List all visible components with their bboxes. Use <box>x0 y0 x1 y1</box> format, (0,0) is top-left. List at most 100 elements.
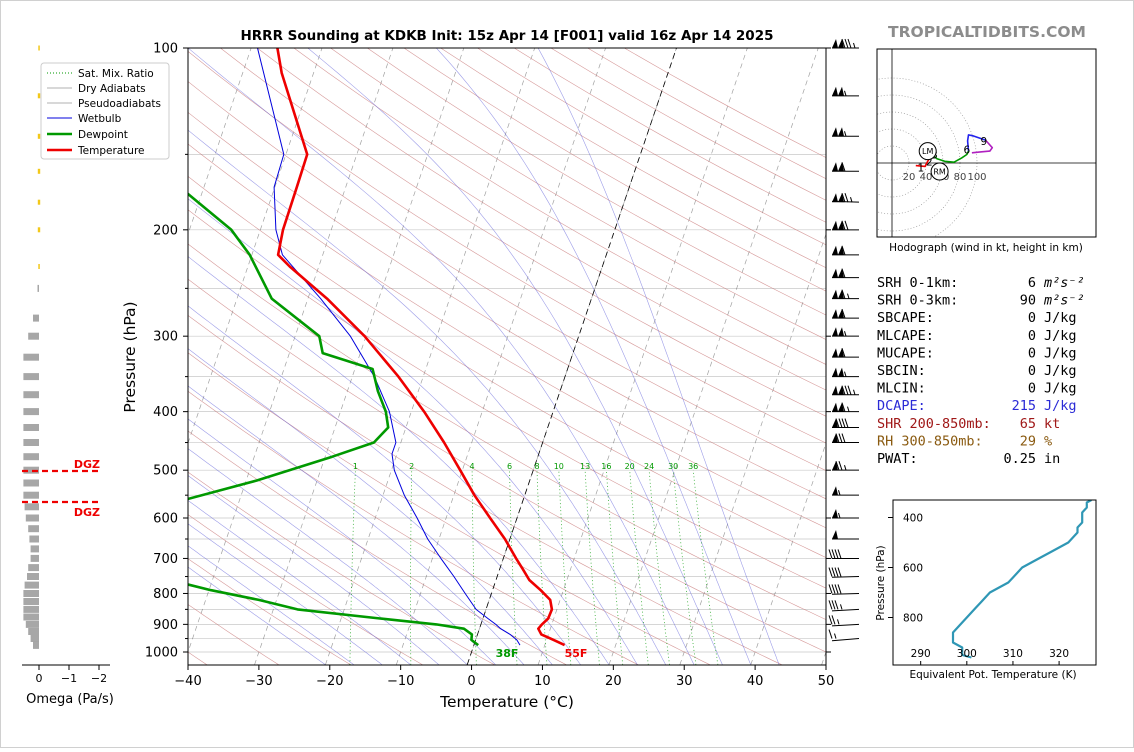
wind-barb-flag <box>829 584 832 593</box>
omega-bar <box>38 93 40 98</box>
omega-bar <box>23 408 39 415</box>
wind-barb-flag <box>845 386 848 395</box>
wind-barb-half-flag <box>851 197 853 202</box>
stat-name: SBCAPE: <box>877 310 934 326</box>
stat-unit: J/kg <box>1044 310 1077 326</box>
wind-barb-flag <box>829 615 832 624</box>
wind-barb-flag <box>838 568 841 577</box>
stat-name: MUCAPE: <box>877 345 934 361</box>
wind-barb-flag <box>832 615 835 624</box>
x-tick-label: −30 <box>245 674 272 689</box>
wind-barb-half-flag <box>848 407 850 412</box>
storm-motion-label: LM <box>922 147 933 156</box>
omega-bar <box>23 492 39 499</box>
wind-barb-pennant <box>832 39 838 48</box>
wind-barb-flag <box>848 39 851 48</box>
stat-value: 0 <box>1028 381 1036 397</box>
wind-barb-pennant <box>838 127 844 136</box>
omega-bar <box>25 582 39 589</box>
wind-barb-half-flag <box>838 619 840 624</box>
stat-name: DCAPE: <box>877 398 926 414</box>
omega-bar <box>23 606 39 613</box>
omega-bar <box>27 573 39 580</box>
stat-value: 6 <box>1028 275 1036 291</box>
wind-barb <box>829 615 859 626</box>
stat-unit: J/kg <box>1044 381 1077 397</box>
wind-barb <box>829 549 859 558</box>
wind-barb <box>832 434 859 443</box>
wind-barb-pennant <box>832 509 838 518</box>
omega-bar <box>23 373 39 380</box>
wind-barb-pennant <box>832 368 838 377</box>
stat-name: SBCIN: <box>877 363 926 379</box>
omega-bar <box>23 354 39 361</box>
x-tick-label: −10 <box>387 674 414 689</box>
mixing-ratio-label: 2 <box>409 462 414 471</box>
wind-barb-flag <box>829 568 832 577</box>
omega-bar <box>26 621 39 628</box>
wind-barb-pennant <box>832 162 838 171</box>
theta-e-ylabel: Pressure (hPa) <box>875 545 887 620</box>
wind-barb-half-flag <box>835 634 837 639</box>
stat-value: 0 <box>1028 310 1036 326</box>
wind-barb <box>832 290 859 299</box>
y-tick-label: 900 <box>153 618 178 633</box>
stat-unit: m²s⁻² <box>1043 293 1085 309</box>
wind-barb <box>832 509 859 518</box>
wind-barb-pennant <box>832 193 838 202</box>
stat-name: RH 300-850mb: <box>877 433 983 449</box>
mixing-ratio-label: 4 <box>470 462 475 471</box>
wind-barb-staff <box>832 609 859 611</box>
wind-barb-half-flag <box>841 604 843 609</box>
wind-barb-flag <box>835 600 838 609</box>
wind-barb-flag <box>835 568 838 577</box>
x-tick-label: −40 <box>174 674 201 689</box>
wind-barb-pennant <box>832 386 838 395</box>
wind-barb-pennant <box>832 403 838 412</box>
wind-barb <box>832 486 859 495</box>
wind-barb <box>832 327 859 336</box>
wind-barb-half-flag <box>845 131 847 136</box>
wind-barb-flag <box>832 584 835 593</box>
legend-label-dewpoint: Dewpoint <box>78 129 128 141</box>
x-tick-label: 0 <box>467 674 475 689</box>
mixing-ratio-label: 24 <box>644 462 654 471</box>
omega-tick-label-2: −2 <box>91 672 107 685</box>
wind-barb-flag <box>835 584 838 593</box>
theta-e-y-tick-label: 800 <box>903 613 923 625</box>
omega-bar <box>28 333 39 340</box>
wind-barb <box>832 403 859 412</box>
wind-barb <box>832 162 859 171</box>
omega-bar <box>23 614 39 621</box>
hodograph-height-label: 6 <box>963 144 970 156</box>
skewt-plot-area <box>188 48 826 665</box>
stat-value: 90 <box>1020 293 1036 309</box>
omega-bar <box>38 264 40 269</box>
x-tick-label: 40 <box>747 674 764 689</box>
wind-barb-half-flag <box>848 294 850 299</box>
dgz-top-label: DGZ <box>74 458 100 471</box>
hodograph-caption: Hodograph (wind in kt, height in km) <box>889 242 1083 254</box>
stat-unit: in <box>1044 451 1060 467</box>
stat-unit: % <box>1044 433 1052 449</box>
omega-bar <box>26 515 39 522</box>
wind-barb-flag <box>839 461 842 470</box>
wind-barb <box>829 584 859 594</box>
stat-unit: J/kg <box>1044 345 1077 361</box>
stat-name: MLCIN: <box>877 381 926 397</box>
omega-bar <box>33 642 39 649</box>
mixing-ratio-label: 8 <box>534 462 539 471</box>
wind-barb-flag <box>832 600 835 609</box>
wind-barb-flag <box>848 386 851 395</box>
wind-barb-flag <box>842 419 845 428</box>
wind-barb <box>832 386 859 395</box>
y-tick-label: 300 <box>153 330 178 345</box>
wind-barb-pennant <box>838 87 844 96</box>
y-tick-label: 100 <box>153 42 178 57</box>
wind-barb-pennant <box>832 348 838 357</box>
storm-motion-label: RM <box>933 168 946 177</box>
wind-barb-flag <box>832 549 835 558</box>
omega-tick-label-0: 0 <box>36 672 43 685</box>
